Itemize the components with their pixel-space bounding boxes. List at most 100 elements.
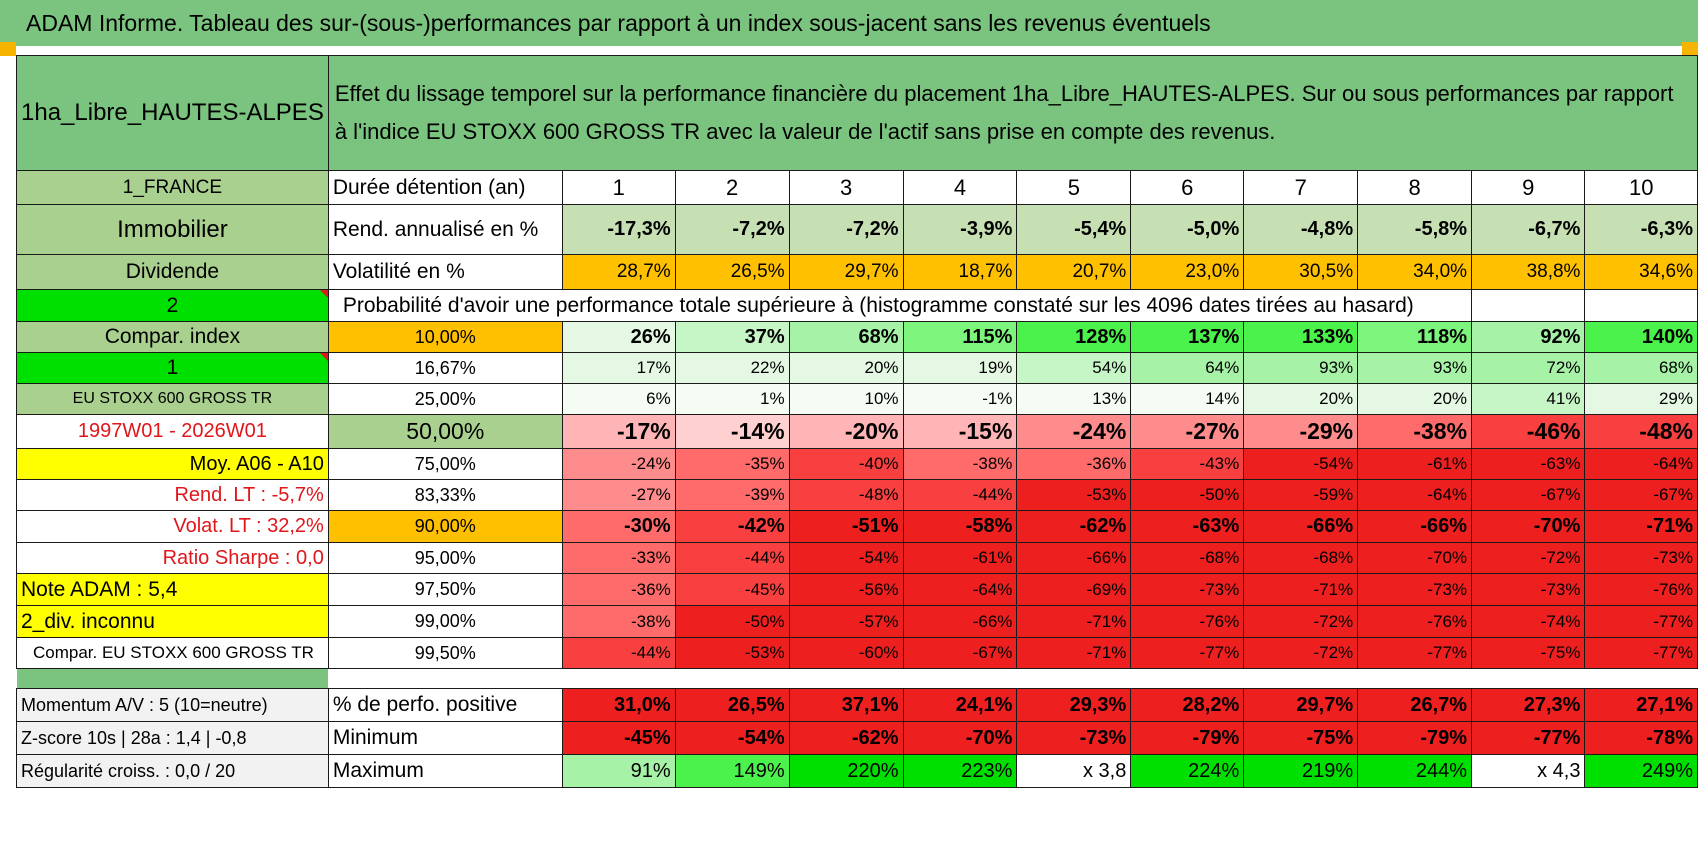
probability-cell: 26%	[561, 321, 676, 353]
probability-cell: -48%	[788, 479, 904, 511]
probability-cell: -66%	[902, 605, 1018, 638]
probability-cell: -24%	[1016, 414, 1132, 449]
duration-label: Durée détention (an)	[327, 170, 563, 205]
probability-cell: 64%	[1130, 352, 1245, 384]
volat-cell: 34,0%	[1357, 254, 1473, 290]
stats-cell: 27,1%	[1584, 688, 1698, 722]
probability-row: Compar. EU STOXX 600 GROSS TR 99,50% -44% -…	[16, 637, 1698, 669]
left-info-rend-lt: Rend. LT : -5,7%	[16, 479, 329, 511]
probability-cell: -67%	[902, 637, 1018, 669]
probability-label: Probabilité d'avoir une performance tota…	[327, 289, 1472, 322]
probability-cell: -64%	[1357, 479, 1473, 511]
probability-cell: -27%	[1130, 414, 1245, 449]
probability-cell: -42%	[674, 510, 790, 543]
stats-cell: 29,7%	[1243, 688, 1359, 722]
year-header: 5	[1016, 170, 1132, 205]
left-info-volat-lt: Volat. LT : 32,2%	[16, 510, 329, 543]
separator-bar	[16, 668, 329, 689]
left-info-moy: Moy. A06 - A10	[16, 448, 329, 480]
probability-cell: -40%	[788, 448, 904, 480]
stats-cell: -54%	[674, 721, 790, 755]
probability-cell: -72%	[1243, 637, 1359, 669]
performance-table: 1ha_Libre_HAUTES-ALPES Effet du lissage …	[16, 55, 1698, 788]
year-header: 10	[1584, 170, 1698, 205]
stats-cell: -78%	[1584, 721, 1698, 755]
volat-cell: 20,7%	[1016, 254, 1132, 290]
probability-cell: 72%	[1471, 352, 1586, 384]
probability-cell: -59%	[1243, 479, 1359, 511]
stats-label: Maximum	[327, 754, 563, 788]
probability-cell: -71%	[1016, 605, 1132, 638]
probability-cell: -77%	[1584, 605, 1698, 638]
probability-cell: -76%	[1357, 605, 1473, 638]
probability-cell: -50%	[674, 605, 790, 638]
probability-cell: -73%	[1130, 573, 1245, 606]
volat-cell: 26,5%	[674, 254, 790, 290]
year-header: 4	[902, 170, 1018, 205]
probability-cell: -14%	[674, 414, 790, 449]
probability-cell: -57%	[788, 605, 904, 638]
probability-threshold: 99,00%	[327, 605, 563, 638]
probability-cell: 93%	[1243, 352, 1359, 384]
table-description: Effet du lissage temporel sur la perform…	[327, 55, 1698, 171]
probability-threshold: 10,00%	[327, 321, 563, 353]
stats-cell: 149%	[674, 754, 790, 788]
rend-cell: -5,4%	[1016, 204, 1132, 255]
stats-cell: -62%	[788, 721, 904, 755]
stats-cell: 220%	[788, 754, 904, 788]
probability-cell: -46%	[1471, 414, 1586, 449]
probability-threshold: 95,00%	[327, 542, 563, 574]
probability-cell: -45%	[674, 573, 790, 606]
volat-cell: 18,7%	[902, 254, 1018, 290]
probability-row: 1 16,67% 17% 22% 20% 19% 54% 64% 93% 93% 72% 68%	[16, 352, 1698, 384]
probability-cell: 20%	[1357, 383, 1473, 415]
left-info-sharpe: Ratio Sharpe : 0,0	[16, 542, 329, 574]
probability-row: Note ADAM : 5,4 97,50% -36% -45% -56% -64% -69…	[16, 573, 1698, 606]
year-header: 3	[788, 170, 904, 205]
probability-cell: -58%	[902, 510, 1018, 543]
probability-cell: 41%	[1471, 383, 1586, 415]
stats-row: Momentum A/V : 5 (10=neutre)% de perfo. …	[16, 688, 1698, 722]
probability-cell: 68%	[1584, 352, 1698, 384]
rend-cell: -5,0%	[1130, 204, 1245, 255]
probability-row: Volat. LT : 32,2% 90,00% -30% -42% -51% -58% -…	[16, 510, 1698, 543]
probability-cell: -67%	[1471, 479, 1586, 511]
probability-cell: -67%	[1584, 479, 1698, 511]
probability-cell: -71%	[1584, 510, 1698, 543]
orange-marker-left	[0, 42, 16, 56]
volat-cell: 23,0%	[1130, 254, 1245, 290]
probability-row: EU STOXX 600 GROSS TR 25,00% 6% 1% 10% -1% 13%…	[16, 383, 1698, 415]
rend-cell: -7,2%	[788, 204, 904, 255]
probability-cell: -29%	[1243, 414, 1359, 449]
left-info-div: 2_div. inconnu	[16, 605, 329, 638]
probability-cell: 14%	[1130, 383, 1245, 415]
probability-cell: -39%	[674, 479, 790, 511]
probability-cell: -50%	[1130, 479, 1245, 511]
selector-2[interactable]: 2	[16, 289, 329, 322]
probability-threshold: 90,00%	[327, 510, 563, 543]
probability-cell: -73%	[1584, 542, 1698, 574]
probability-cell: 93%	[1357, 352, 1473, 384]
category-label: Immobilier	[16, 204, 329, 255]
probability-cell: 37%	[674, 321, 790, 353]
probability-row: Ratio Sharpe : 0,0 95,00% -33% -44% -54% -61%…	[16, 542, 1698, 574]
left-info-selector-1[interactable]: 1	[16, 352, 329, 384]
rend-label: Rend. annualisé en %	[327, 204, 563, 255]
stats-cell: 244%	[1357, 754, 1473, 788]
probability-cell: -27%	[561, 479, 676, 511]
stats-cell: 26,5%	[674, 688, 790, 722]
probability-cell: -48%	[1584, 414, 1698, 449]
probability-cell: 137%	[1130, 321, 1245, 353]
year-header: 2	[674, 170, 790, 205]
probability-row: 2_div. inconnu 99,00% -38% -50% -57% -66% -71%…	[16, 605, 1698, 638]
probability-cell: -38%	[1357, 414, 1473, 449]
stats-cell: 224%	[1130, 754, 1245, 788]
left-info-period: 1997W01 - 2026W01	[16, 414, 329, 449]
probability-cell: 68%	[788, 321, 904, 353]
probability-cell: 17%	[561, 352, 676, 384]
probability-cell: -64%	[902, 573, 1018, 606]
probability-threshold: 99,50%	[327, 637, 563, 669]
probability-cell: -44%	[561, 637, 676, 669]
stats-label: % de perfo. positive	[327, 688, 563, 722]
